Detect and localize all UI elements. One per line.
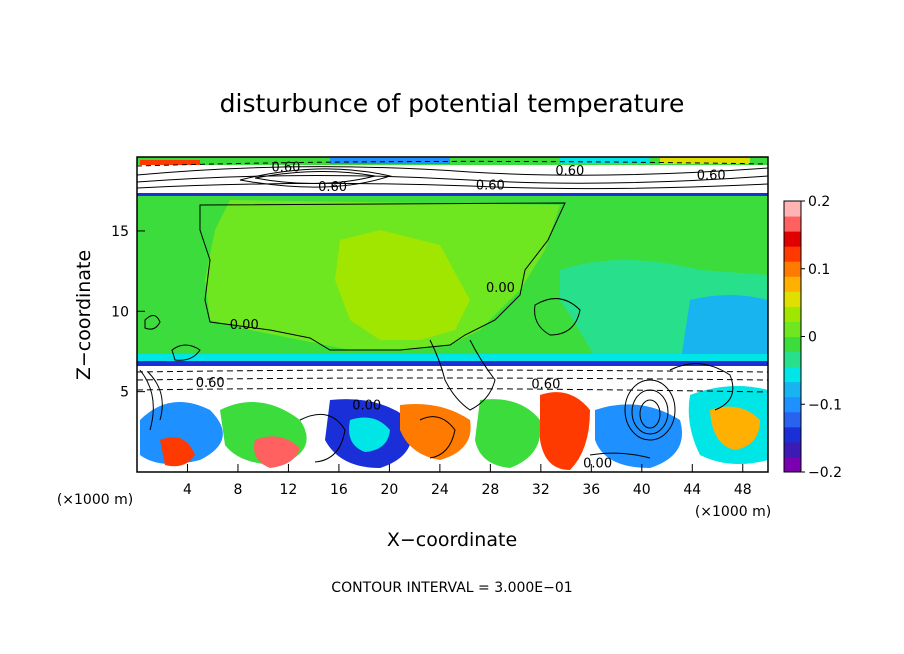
colorbar-swatch: [784, 396, 801, 413]
field-blob-11: [710, 406, 760, 450]
contour-label: 0.00: [352, 399, 381, 414]
contour-label: 0.60: [555, 164, 584, 179]
field-blob-3: [160, 437, 195, 467]
colorbar: 0.2 0.1 0 −0.1 −0.2: [783, 194, 842, 481]
x-tick-label: 8: [233, 482, 242, 498]
y-tick-label: 15: [111, 224, 129, 240]
contour-zero-small-2: [534, 298, 581, 336]
x-tick-label: 4: [183, 482, 192, 498]
field-top-band-blue: [330, 158, 450, 164]
field-inversion-blue: [137, 361, 768, 366]
field-blob-5: [349, 417, 390, 452]
field-blob-12: [254, 436, 300, 468]
colorbar-tick-label: 0: [808, 330, 817, 346]
field-blob-8: [540, 392, 590, 470]
contour-label: 0.60: [476, 178, 505, 193]
contour-upper-3: [137, 182, 768, 190]
colorbar-swatch: [784, 276, 801, 292]
field-cool-anomaly-far-right: [680, 295, 768, 366]
contour-zero-small-3: [171, 344, 201, 361]
contour-plume: [429, 339, 496, 411]
contour-lower-1: [139, 369, 154, 431]
field-blob-7: [475, 399, 541, 468]
x-tick-label: 48: [734, 482, 752, 498]
field-tropopause-line: [137, 193, 768, 196]
contour-lines: [137, 160, 768, 463]
contour-label: 0.60: [318, 180, 347, 195]
x-tick-label: 36: [582, 482, 600, 498]
contour-label: 0.60: [196, 376, 225, 391]
colorbar-swatch: [784, 456, 801, 473]
colorbar-swatch: [784, 306, 801, 322]
contour-label: 0.60: [697, 169, 726, 184]
contour-interval-note: CONTOUR INTERVAL = 3.000E−01: [331, 580, 572, 596]
x-axis: 4 8 12 16 20 24 28 32 36 40 44 48: [183, 464, 752, 498]
colorbar-swatch: [784, 381, 801, 398]
colorbar-swatch: [784, 201, 801, 217]
colorbar-swatch: [784, 411, 801, 428]
contour-label: 0.60: [271, 161, 300, 176]
field-warm-core: [335, 230, 470, 340]
x-tick-label: 28: [481, 482, 499, 498]
contour-zero-small-1: [144, 315, 161, 330]
x-tick-label: 20: [380, 482, 398, 498]
colorbar-tick-label: −0.2: [808, 465, 842, 481]
x-tick-label: 12: [280, 482, 298, 498]
field-inversion-cyan: [137, 354, 768, 362]
contour-zero-lower-2: [419, 416, 456, 459]
colorbar-swatch: [784, 261, 801, 277]
colorbar-swatch: [784, 351, 801, 368]
colorbar-tick-label: −0.1: [808, 397, 842, 413]
x-tick-label: 44: [683, 482, 701, 498]
contour-zero-lower-1: [299, 413, 346, 463]
y-axis: 5 10 15: [111, 224, 145, 401]
contour-label: 0.00: [230, 318, 259, 333]
y-axis-label: Z−coordinate: [73, 250, 95, 380]
contour-label-layer: 0.60 0.60 0.60 0.60 0.60 0.00 0.00 0.60 0.60 0.00…: [196, 161, 726, 472]
x-unit-left: (×1000 m): [57, 492, 133, 508]
colorbar-tick-label: 0.2: [808, 194, 830, 210]
colorbar-swatch: [784, 426, 801, 443]
chart-title: disturbunce of potential temperature: [220, 89, 685, 118]
colorbar-swatch: [784, 441, 801, 458]
contour-upper-dash-1: [137, 160, 768, 167]
colorbar-tick-label: 0.1: [808, 262, 830, 278]
colorbar-swatch: [784, 216, 801, 232]
x-tick-label: 24: [431, 482, 449, 498]
plot-frame: [136, 156, 769, 473]
contour-upper-ellipse-1: [239, 168, 392, 188]
x-tick-label: 40: [633, 482, 651, 498]
x-tick-label: 32: [532, 482, 550, 498]
field-top-band-red: [140, 160, 200, 165]
y-tick-label: 5: [120, 385, 129, 401]
colorbar-swatch: [784, 336, 801, 353]
colorbar-swatch: [784, 291, 801, 307]
contour-upper-ellipse-2: [254, 170, 376, 184]
contour-cell-1: [624, 379, 676, 441]
x-axis-label: X−coordinate: [387, 529, 517, 551]
colorbar-swatch: [784, 366, 801, 383]
contour-cell-4: [669, 363, 734, 411]
contour-lower-2: [147, 371, 163, 421]
y-tick-label: 10: [111, 304, 129, 320]
field-blob-6: [400, 404, 471, 460]
contour-zero-lower-3: [589, 452, 651, 459]
contour-cell-3: [639, 399, 661, 429]
field-top-band-yellow: [660, 158, 750, 164]
x-tick-label: 16: [330, 482, 348, 498]
plot-area: [137, 157, 768, 472]
contour-cell-2: [631, 389, 669, 435]
colorbar-swatch: [784, 231, 801, 247]
contour-label: 0.60: [531, 378, 560, 393]
contour-label: 0.00: [486, 281, 515, 296]
contour-upper-2: [137, 174, 768, 184]
contour-upper-1: [137, 166, 768, 176]
colorbar-swatch: [784, 321, 801, 337]
contour-label: 0.00: [583, 456, 612, 471]
contour-zero-mid: [199, 202, 566, 351]
field-top-band-cyan: [560, 157, 650, 164]
colorbar-swatch: [784, 246, 801, 262]
x-unit-right: (×1000 m): [695, 504, 771, 520]
